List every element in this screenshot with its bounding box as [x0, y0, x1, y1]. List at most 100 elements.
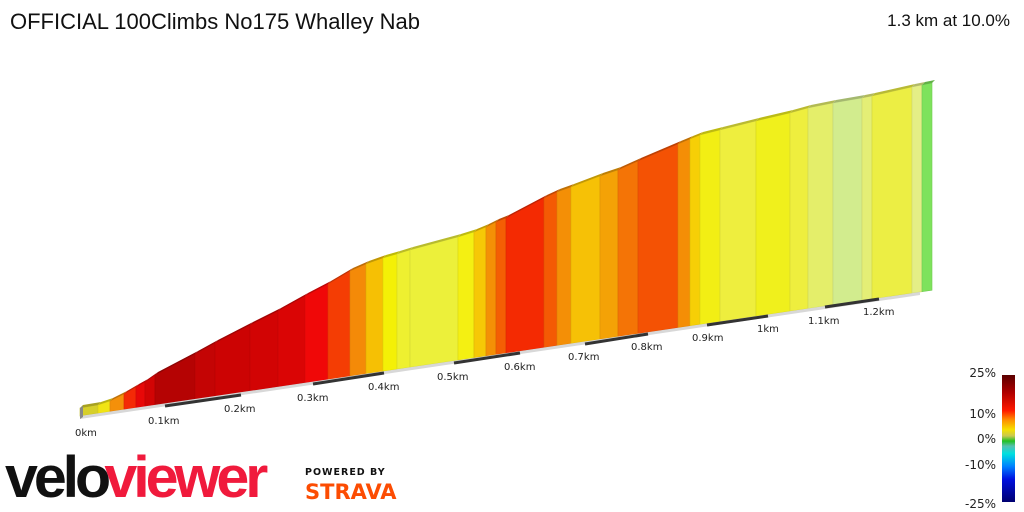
segment-top-edge [383, 251, 400, 258]
gradient-segments [79, 80, 935, 417]
profile-start-cap [80, 406, 83, 419]
segment-top-edge [571, 173, 603, 187]
gradient-segment [861, 95, 873, 301]
gradient-segment [495, 217, 507, 355]
segment-top-edge [790, 105, 811, 113]
gradient-segment [349, 263, 367, 377]
powered-by-label: POWERED BY [305, 467, 386, 478]
segment-top-edge [350, 261, 369, 271]
segment-top-edge [155, 351, 198, 375]
gradient-segment [409, 236, 459, 368]
veloviewer-logo[interactable]: veloviewer [4, 445, 268, 510]
segment-top-edge [305, 281, 331, 296]
distance-tick-label: 0.1km [148, 416, 179, 427]
gradient-segment [689, 134, 701, 327]
gradient-segment [789, 107, 809, 312]
segment-top-edge [215, 322, 253, 343]
ruler-km-band [312, 371, 385, 386]
gradient-segment [921, 82, 933, 293]
legend-tick: 10% [969, 407, 996, 421]
segment-top-edge [397, 247, 413, 254]
distance-tick-label: 1km [757, 324, 779, 335]
segment-top-edge [474, 224, 489, 232]
segment-top-edge [366, 255, 386, 264]
distance-tick-labels: 0km 0.1km 0.2km 0.3km 0.4km 0.5km 0.6km 0.7km 0.… [75, 307, 894, 439]
distance-tick-label: 0.6km [504, 362, 535, 373]
segment-top-edge [458, 229, 477, 237]
distance-tick-label: 0km [75, 428, 97, 439]
segment-top-edge [110, 391, 127, 401]
legend-tick: -25% [964, 497, 996, 511]
distance-tick-label: 0.4km [368, 382, 399, 393]
distance-tick-label: 0.5km [437, 372, 468, 383]
distance-tick-label: 1.1km [808, 316, 839, 327]
legend-tick: 25% [969, 366, 996, 380]
segment-top-edge [506, 195, 547, 218]
segment-top-edge [496, 215, 509, 222]
logo-velo-text: velo [4, 445, 111, 510]
distance-tick-label: 0.8km [631, 342, 662, 353]
ruler-km-band [164, 393, 242, 408]
gradient-segment [457, 231, 475, 361]
segment-top-edge [720, 118, 759, 130]
ruler-km-band [706, 314, 769, 327]
segment-top-edge [808, 100, 836, 108]
segment-top-edge [250, 308, 281, 325]
segment-top-edge [80, 402, 101, 408]
gradient-segment [505, 197, 545, 354]
segment-top-edge [600, 167, 621, 176]
gradient-segment [154, 353, 196, 406]
segment-top-edge [98, 398, 113, 405]
segment-top-edge [912, 82, 925, 87]
segment-top-edge [700, 127, 723, 135]
logo-viewer-text: viewer [104, 445, 268, 510]
distance-tick-label: 0.9km [692, 333, 723, 344]
gradient-segment [473, 226, 487, 359]
segment-top-edge [872, 84, 915, 96]
gradient-segment [871, 86, 913, 300]
powered-by-strava[interactable]: POWERED BY STRAVA [305, 467, 397, 504]
climb-title: OFFICIAL 100Climbs No175 Whalley Nab [10, 9, 421, 34]
gradient-segment [556, 186, 572, 346]
distance-tick-label: 1.2km [863, 307, 894, 318]
segment-top-edge [136, 379, 148, 387]
segment-top-edge [544, 189, 560, 198]
segment-top-edge [618, 158, 641, 170]
gradient-segment [485, 221, 497, 357]
legend-tick: -10% [964, 458, 996, 472]
climb-summary: 1.3 km at 10.0% [887, 11, 1010, 30]
distance-tick-label: 0.3km [297, 393, 328, 404]
gradient-segment [543, 191, 558, 348]
gradient-segment [617, 160, 639, 337]
gradient-segment [832, 97, 863, 306]
gradient-segment [677, 138, 691, 329]
gradient-segment [249, 310, 279, 392]
segment-top-edge [195, 340, 218, 354]
gradient-segment [755, 112, 791, 317]
segment-top-edge [328, 268, 353, 284]
distance-tick-label: 0.2km [224, 404, 255, 415]
segment-top-edge [124, 384, 139, 394]
gradient-segment [277, 295, 306, 388]
segment-top-edge [756, 110, 793, 121]
distance-ruler [80, 292, 920, 419]
gradient-segment [570, 175, 601, 344]
legend-tick: 0% [976, 432, 996, 446]
gradient-segment [637, 143, 679, 334]
segment-top-edge [557, 184, 574, 192]
gradient-segment [911, 84, 923, 294]
segment-top-edge [690, 132, 703, 139]
gradient-segment [599, 169, 619, 340]
ruler-km-band [584, 332, 649, 346]
distance-tick-label: 0.7km [568, 352, 599, 363]
strava-logo: STRAVA [305, 480, 397, 504]
segment-top-edge [922, 80, 935, 85]
gradient-segment [396, 249, 411, 370]
segment-top-edge [833, 95, 865, 103]
segment-top-edge [410, 234, 461, 250]
segment-top-edge [145, 372, 158, 382]
segment-top-edge [278, 293, 308, 311]
segment-top-edge [638, 141, 681, 161]
segment-top-edge [678, 136, 693, 144]
